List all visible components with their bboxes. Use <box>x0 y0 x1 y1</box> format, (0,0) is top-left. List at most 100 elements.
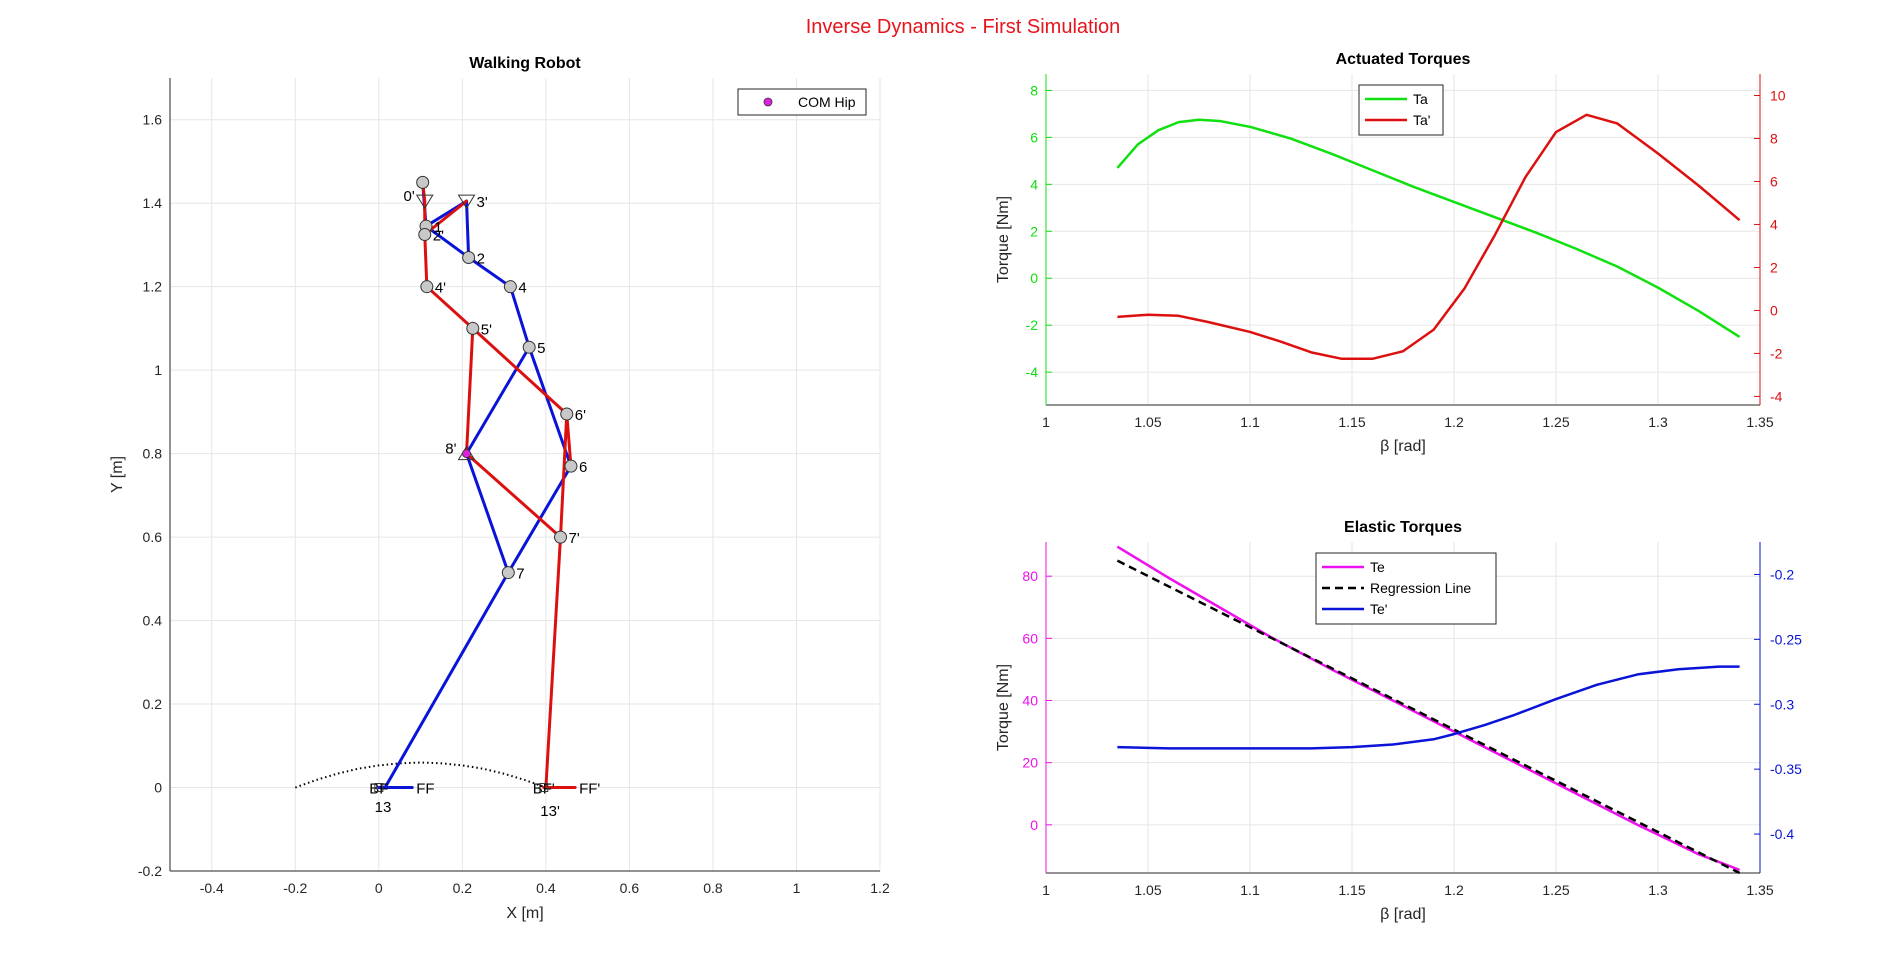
link-leg1 <box>465 452 510 575</box>
joint-label-8: 8' <box>445 441 456 458</box>
legend-label-te: Te <box>1370 559 1385 575</box>
joint-marker-3 <box>457 194 476 210</box>
joint-marker-5 <box>522 340 536 354</box>
legend-label-regression-line: Regression Line <box>1370 580 1471 596</box>
link-leg2 <box>559 412 569 539</box>
plot-title: Actuated Torques <box>1336 51 1471 68</box>
joint-label-6: 6' <box>575 407 586 424</box>
joint-label-3: 3' <box>477 194 488 211</box>
x-tick-label: -0.2 <box>283 880 307 896</box>
link-leg1 <box>383 571 510 790</box>
foot-marker <box>374 783 384 793</box>
y-right-tick-label: -0.4 <box>1770 826 1794 842</box>
foot-label-13: 13 <box>375 799 392 816</box>
legend-label-te: Te' <box>1370 601 1387 617</box>
x-tick-label: 1 <box>1042 882 1050 898</box>
joint-marker-5 <box>466 321 480 335</box>
y-tick-label: 1.4 <box>143 195 163 211</box>
joint-label-7: 7 <box>516 566 524 583</box>
y-right-tick-label: 8 <box>1770 130 1778 146</box>
joint-label-2: 2' <box>433 228 444 245</box>
link-leg2 <box>544 535 562 790</box>
legend-box <box>1315 552 1497 625</box>
y-left-tick-label: 4 <box>1030 176 1038 192</box>
legend-label-ta: Ta' <box>1413 112 1430 128</box>
y-right-tick-label: -0.3 <box>1770 696 1794 712</box>
joint-marker-4 <box>420 280 434 294</box>
link-leg2 <box>465 452 562 539</box>
plot-title: Walking Robot <box>469 55 581 72</box>
joint-marker-7 <box>554 530 567 544</box>
x-tick-label: 1.2 <box>1444 882 1464 898</box>
joint-label-2: 2 <box>477 250 485 267</box>
link-leg2 <box>471 326 569 416</box>
x-tick-label: 1.15 <box>1338 882 1365 898</box>
joint-label-5: 5 <box>537 340 545 357</box>
legend-label-ta: Ta <box>1413 91 1428 107</box>
x-tick-label: 1.05 <box>1134 414 1161 430</box>
x-tick-label: 0 <box>375 880 383 896</box>
legend-box <box>1358 84 1444 136</box>
x-axis-label: β [rad] <box>1380 906 1426 923</box>
x-tick-label: 1 <box>793 880 801 896</box>
x-tick-label: 1.3 <box>1648 414 1668 430</box>
joint-marker-7 <box>501 566 515 580</box>
plot-area <box>170 78 880 871</box>
y-right-tick-label: -0.2 <box>1770 566 1794 582</box>
y-tick-label: -0.2 <box>138 863 162 879</box>
y-tick-label: 1.2 <box>143 279 163 295</box>
y-right-tick-label: -4 <box>1770 388 1783 404</box>
y-tick-label: 0 <box>154 780 162 796</box>
y-right-tick-label: 2 <box>1770 259 1778 275</box>
y-tick-label: 0.4 <box>143 613 163 629</box>
y-left-tick-label: 2 <box>1030 223 1038 239</box>
joint-marker-6 <box>560 407 574 421</box>
foot-label-bf: BF <box>369 781 388 798</box>
y-tick-label: 0.6 <box>143 529 163 545</box>
y-axis-label: Y [m] <box>109 456 126 493</box>
x-tick-label: 1.2 <box>870 880 890 896</box>
y-tick-label: 1.6 <box>143 112 163 128</box>
x-tick-label: 1.2 <box>1444 414 1464 430</box>
figure-title: Inverse Dynamics - First Simulation <box>806 16 1121 38</box>
foot-label-ff: FF <box>416 781 434 798</box>
x-tick-label: 1.35 <box>1746 414 1773 430</box>
joint-marker-0 <box>415 194 434 210</box>
y-right-tick-label: 4 <box>1770 216 1778 232</box>
link-leg1 <box>465 345 531 456</box>
x-tick-label: 0.6 <box>620 880 640 896</box>
x-tick-label: 1.1 <box>1240 414 1260 430</box>
y-right-tick-label: -0.35 <box>1770 761 1802 777</box>
y-right-tick-label: -0.25 <box>1770 631 1802 647</box>
x-tick-label: 1.35 <box>1746 882 1773 898</box>
x-tick-label: 1.25 <box>1542 882 1569 898</box>
joint-label-1: 1 <box>434 219 442 236</box>
elastic-torques-plot: 1 1.05 1.1 1.15 1.2 1.25 1.3 1.35 0 20 40 60 80 -0.4 -… <box>995 519 1802 923</box>
link-leg1 <box>467 255 512 289</box>
series-line-te <box>1117 665 1740 750</box>
legend-label-com-hip: COM Hip <box>798 94 856 110</box>
y-axis-label: Torque [Nm] <box>995 664 1012 751</box>
link-leg1 <box>465 199 471 259</box>
y-axis-label: Torque [Nm] <box>995 196 1012 283</box>
y-tick-label: 1 <box>154 362 162 378</box>
y-left-tick-label: -4 <box>1026 364 1039 380</box>
series-line-ta <box>1117 113 1741 361</box>
y-right-tick-label: 6 <box>1770 173 1778 189</box>
y-left-tick-label: 40 <box>1022 693 1038 709</box>
foot-label-bf: BF' <box>533 781 555 798</box>
foot-label-13: 13' <box>540 803 560 820</box>
joint-label-5: 5' <box>481 321 492 338</box>
legend-box <box>737 88 867 116</box>
walking-robot-plot: -0.4 -0.2 0 0.2 0.4 0.6 0.8 1 1.2 -0.2 0 0.2 0.4 0.6 0… <box>109 55 890 922</box>
x-tick-label: 0.8 <box>703 880 723 896</box>
joint-label-0: 0' <box>404 188 415 205</box>
link-leg2 <box>423 233 429 289</box>
y-right-tick-label: 0 <box>1770 302 1778 318</box>
joint-label-4: 4' <box>435 280 446 297</box>
y-left-tick-label: 20 <box>1022 755 1038 771</box>
x-tick-label: 0.4 <box>536 880 556 896</box>
y-tick-label: 0.2 <box>143 696 163 712</box>
series-line-te <box>1116 545 1741 872</box>
